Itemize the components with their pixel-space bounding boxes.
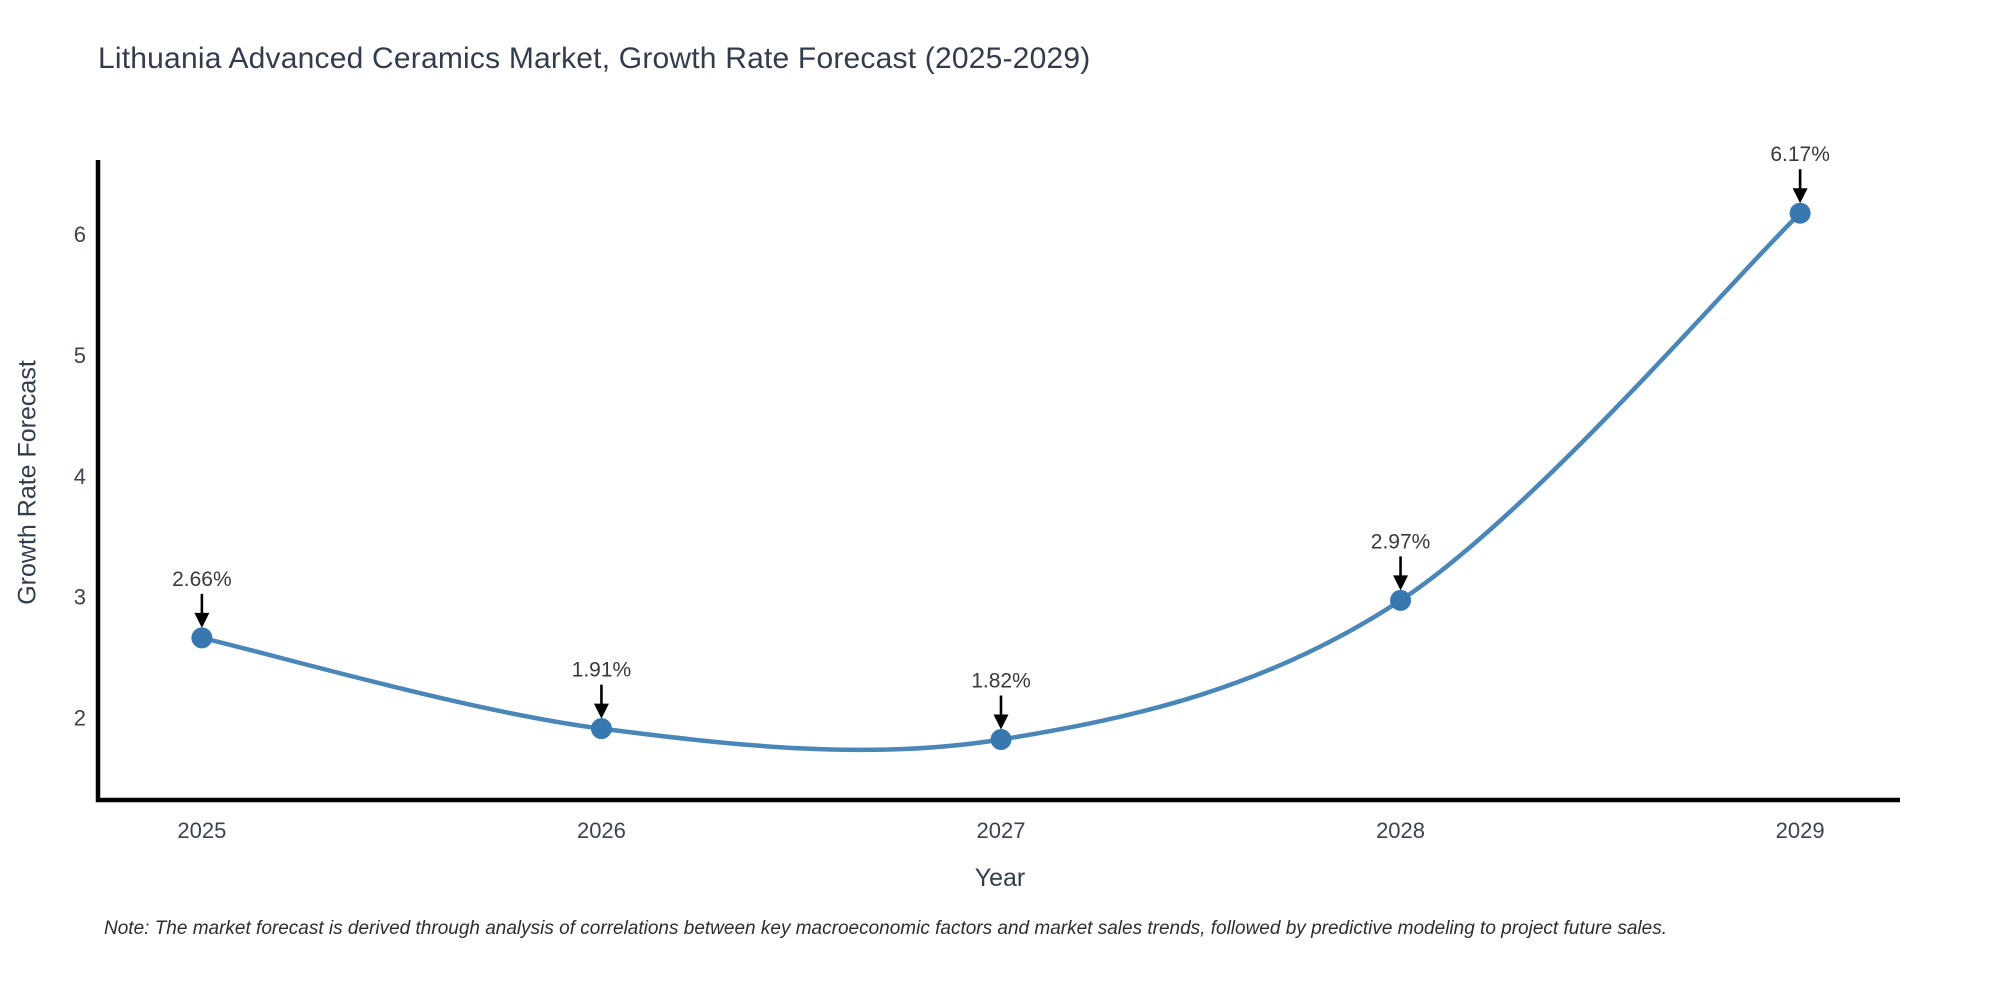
y-tick-label: 3 — [74, 585, 86, 610]
data-point-marker — [1390, 589, 1412, 611]
data-point-marker — [1789, 202, 1811, 224]
point-value-label: 2.97% — [1371, 530, 1431, 553]
axis-spines — [95, 160, 1900, 803]
x-tick-label: 2026 — [577, 818, 626, 843]
data-point-marker — [990, 729, 1012, 751]
point-value-label: 2.66% — [172, 568, 232, 591]
data-point-marker — [191, 627, 213, 649]
point-value-label: 6.17% — [1770, 143, 1830, 166]
annotation-arrow-head — [194, 612, 210, 628]
x-tick-label: 2027 — [977, 818, 1026, 843]
annotation-arrow-head — [993, 714, 1009, 730]
data-point-marker — [590, 718, 612, 740]
point-value-label: 1.91% — [572, 659, 632, 682]
y-tick-label: 2 — [74, 706, 86, 731]
y-tick-label: 5 — [74, 343, 86, 368]
y-tick-label: 4 — [74, 464, 86, 489]
annotation-arrow-head — [1792, 188, 1808, 204]
y-axis-title: Growth Rate Forecast — [13, 360, 42, 605]
chart-title: Lithuania Advanced Ceramics Market, Grow… — [98, 42, 1091, 75]
x-axis-title: Year — [974, 864, 1026, 892]
x-tick-label: 2029 — [1776, 818, 1825, 843]
point-value-label: 1.82% — [971, 670, 1031, 693]
x-tick-label: 2025 — [177, 818, 226, 843]
y-tick-label: 6 — [74, 222, 86, 247]
footnote: Note: The market forecast is derived thr… — [104, 918, 1667, 939]
annotation-arrow-head — [593, 703, 609, 719]
annotation-arrow-head — [1393, 575, 1409, 591]
x-tick-label: 2028 — [1376, 818, 1425, 843]
